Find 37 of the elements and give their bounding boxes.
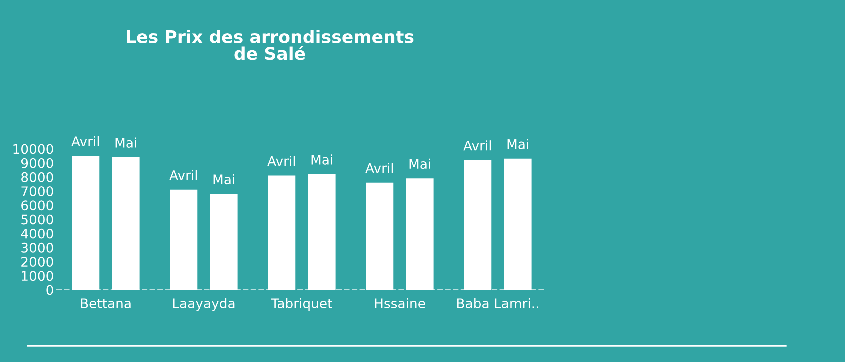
text: Avril bbox=[170, 170, 198, 180]
y-tick-label: 2000 bbox=[22, 257, 54, 267]
x-tick-label: Hssaine bbox=[375, 298, 426, 309]
bar bbox=[308, 174, 336, 290]
y-tick-label: 6000 bbox=[22, 200, 54, 211]
y-tick-label: 4000 bbox=[21, 228, 54, 239]
series-label: Mai bbox=[116, 138, 136, 148]
y-tick-label: 7000 bbox=[22, 186, 54, 196]
x-tick-label: Bettana bbox=[81, 298, 131, 309]
text: Mai bbox=[214, 174, 234, 185]
text: Avril bbox=[268, 156, 296, 166]
text: Mai bbox=[508, 139, 528, 150]
bar bbox=[366, 182, 394, 290]
text: Mai bbox=[312, 154, 332, 165]
x-tick-label: Tabriquet bbox=[271, 298, 332, 312]
series-label: Avril bbox=[72, 136, 100, 146]
y-tick-label: 8000 bbox=[22, 172, 54, 182]
bar bbox=[170, 190, 198, 290]
y-tick-label: 9000 bbox=[21, 158, 54, 168]
y-tick-label: 10000 bbox=[14, 144, 54, 154]
x-tick-label: Laayayda bbox=[173, 298, 235, 312]
bar bbox=[464, 160, 492, 290]
bar bbox=[504, 158, 532, 290]
bar bbox=[72, 156, 100, 290]
x-tick-label: Baba Lamri.. bbox=[458, 298, 538, 309]
y-tick-label: 5000 bbox=[22, 214, 54, 225]
bar bbox=[210, 194, 238, 290]
text: Avril bbox=[464, 140, 492, 151]
text: Avril bbox=[366, 163, 394, 174]
bar bbox=[268, 176, 296, 290]
y-tick-label: 1000 bbox=[22, 271, 54, 282]
y-tick-label: 3000 bbox=[22, 242, 54, 253]
y-tick-label: 0 bbox=[46, 285, 54, 296]
bar bbox=[112, 157, 140, 290]
chart-title: Les Prix des arrondissements de Salé bbox=[127, 30, 414, 60]
bar bbox=[406, 178, 434, 290]
text: Mai bbox=[410, 158, 430, 170]
